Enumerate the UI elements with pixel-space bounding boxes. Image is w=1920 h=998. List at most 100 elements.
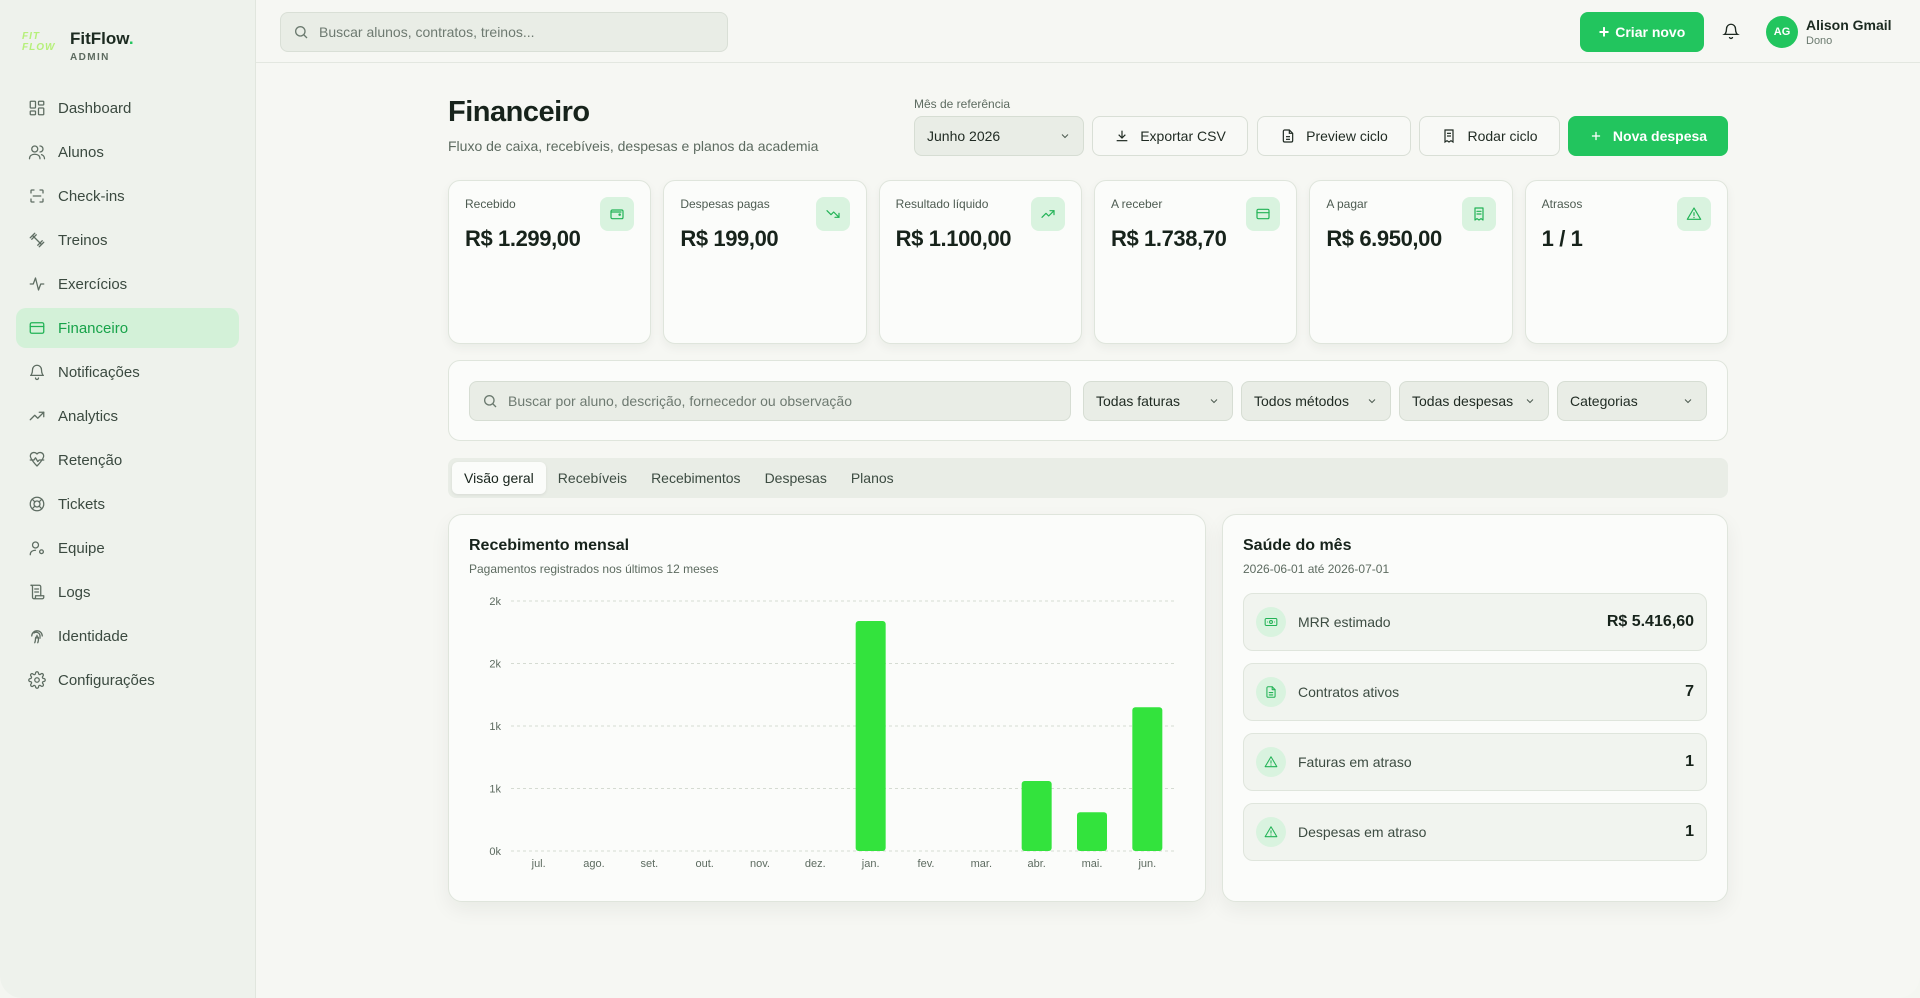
tab-visao-geral[interactable]: Visão geral <box>452 462 546 494</box>
kpi-value: R$ 1.100,00 <box>895 226 1012 251</box>
sidebar-item-check-ins[interactable]: Check-ins <box>16 176 239 216</box>
trending-up-icon <box>1041 210 1055 218</box>
kpi-value: 1 / 1 <box>1541 226 1583 251</box>
expenses-filter-select[interactable]: Todas despesas <box>1399 381 1549 421</box>
sidebar-item-analytics[interactable]: Analytics <box>16 396 239 436</box>
kpi-cards: Recebido R$ 1.299,00 Despesas pagas R$ 199,… <box>448 180 1728 344</box>
x-tick-label: ago. <box>583 858 604 870</box>
global-search[interactable] <box>280 12 728 52</box>
sidebar-item-label: Treinos <box>58 231 108 249</box>
run-cycle-button[interactable]: Rodar ciclo <box>1419 116 1560 156</box>
sidebar-item-label: Analytics <box>58 407 119 425</box>
kpi-value: R$ 1.738,70 <box>1110 226 1227 251</box>
bar-jun[interactable] <box>1132 707 1163 851</box>
kpi-value: R$ 199,00 <box>680 226 779 251</box>
bar-jan[interactable] <box>855 621 886 851</box>
sidebar-item-notificacoes[interactable]: Notificações <box>16 352 239 392</box>
health-value: 7 <box>1685 683 1694 700</box>
health-icon-badge <box>1256 817 1286 847</box>
sidebar-item-dashboard[interactable]: Dashboard <box>16 88 239 128</box>
create-new-button[interactable]: + Criar novo <box>1580 12 1704 52</box>
kpi-icon-badge <box>1461 197 1496 231</box>
month-label: Mês de referência <box>914 97 1011 111</box>
sidebar-item-equipe[interactable]: Equipe <box>16 528 239 568</box>
invoices-filter-select[interactable]: Todas faturas <box>1083 381 1233 421</box>
sidebar-item-label: Equipe <box>58 539 105 557</box>
sidebar-item-alunos[interactable]: Alunos <box>16 132 239 172</box>
export-csv-button[interactable]: Exportar CSV <box>1092 116 1248 156</box>
health-period: 2026-06-01 até 2026-07-01 <box>1243 562 1390 576</box>
plus-icon: + <box>1598 22 1610 42</box>
kpi-card: A pagar R$ 6.950,00 <box>1309 180 1513 344</box>
global-search-input[interactable] <box>319 24 699 40</box>
new-expense-button[interactable]: Nova despesa <box>1568 116 1728 156</box>
notifications-bell-icon[interactable] <box>1722 22 1740 40</box>
sidebar-item-label: Exercícios <box>58 275 128 293</box>
bar-abr[interactable] <box>1021 781 1052 851</box>
sidebar-item-label: Alunos <box>58 143 104 161</box>
kpi-card: A receber R$ 1.738,70 <box>1093 180 1298 344</box>
health-label: MRR estimado <box>1298 614 1391 630</box>
alert-triangle-icon <box>1686 207 1702 220</box>
preview-cycle-button[interactable]: Preview ciclo <box>1257 116 1411 156</box>
avatar[interactable]: AG <box>1766 16 1798 48</box>
tab-recebimentos[interactable]: Recebimentos <box>651 470 741 486</box>
health-label: Faturas em atraso <box>1298 754 1412 770</box>
y-tick-label: 2k <box>489 659 501 671</box>
month-select[interactable]: Junho 2026 <box>914 116 1084 156</box>
x-tick-label: nov. <box>750 858 770 870</box>
chevron-down-icon <box>1368 399 1376 404</box>
sidebar-item-tickets[interactable]: Tickets <box>16 484 239 524</box>
chevron-down-icon <box>1526 399 1534 404</box>
health-value: 1 <box>1685 753 1694 770</box>
x-tick-label: jul. <box>531 858 546 870</box>
sidebar-item-logs[interactable]: Logs <box>16 572 239 612</box>
y-tick-label: 2k <box>489 596 501 608</box>
health-row: Despesas em atraso 1 <box>1243 803 1707 861</box>
x-tick-label: mar. <box>971 858 992 870</box>
file-contract-icon <box>1266 686 1276 698</box>
activity-icon <box>29 277 45 291</box>
filter-search-input[interactable] <box>508 393 1048 409</box>
x-tick-label: mai. <box>1082 858 1103 870</box>
categories-filter-select[interactable]: Categorias <box>1557 381 1707 421</box>
tab-despesas[interactable]: Despesas <box>764 470 827 486</box>
fingerprint-icon <box>31 630 43 644</box>
kpi-label: A receber <box>1110 197 1163 211</box>
sidebar-item-financeiro[interactable]: Financeiro <box>16 308 239 348</box>
brand[interactable]: FIT FLOW FitFlow. ADMIN <box>22 26 134 66</box>
bell-icon <box>29 364 45 381</box>
sidebar-item-exercicios[interactable]: Exercícios <box>16 264 239 304</box>
brand-logo: FIT FLOW <box>22 31 56 53</box>
kpi-value: R$ 1.299,00 <box>465 226 581 251</box>
settings-icon <box>28 671 46 689</box>
tab-planos[interactable]: Planos <box>850 470 894 486</box>
kpi-label: Despesas pagas <box>680 197 770 211</box>
search-icon <box>295 26 308 39</box>
sidebar-item-identidade[interactable]: Identidade <box>16 616 239 656</box>
trending-up-icon <box>29 411 45 421</box>
user-name[interactable]: Alison Gmail <box>1806 17 1892 33</box>
filter-search[interactable] <box>469 381 1071 421</box>
sidebar-item-label: Check-ins <box>58 187 125 205</box>
sidebar-item-label: Notificações <box>58 363 140 381</box>
trending-down-icon <box>826 210 840 218</box>
y-tick-label: 0k <box>489 846 501 858</box>
banknote-icon <box>1264 617 1278 627</box>
dumbbell-icon <box>29 232 45 248</box>
tab-recebiveis[interactable]: Recebíveis <box>557 470 628 486</box>
health-icon-badge <box>1256 607 1286 637</box>
user-role: Dono <box>1806 35 1833 47</box>
bar-mai[interactable] <box>1077 812 1107 851</box>
methods-filter-select[interactable]: Todos métodos <box>1241 381 1391 421</box>
credit-card-icon <box>1256 208 1270 220</box>
chevron-down-icon <box>1061 134 1069 139</box>
kpi-value: R$ 6.950,00 <box>1326 226 1442 251</box>
alert-triangle-icon <box>1264 756 1278 768</box>
health-label: Despesas em atraso <box>1298 824 1427 840</box>
sidebar-item-treinos[interactable]: Treinos <box>16 220 239 260</box>
sidebar-item-retencao[interactable]: Retenção <box>16 440 239 480</box>
user-cog-icon <box>29 541 45 556</box>
sidebar-item-configuracoes[interactable]: Configurações <box>16 660 239 700</box>
x-tick-label: abr. <box>1027 858 1045 870</box>
